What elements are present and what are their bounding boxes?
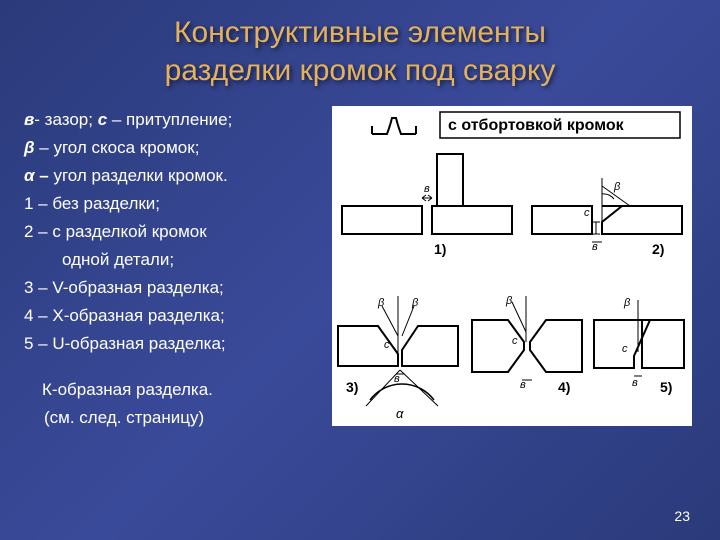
def-1d: – притупление; [107, 110, 232, 129]
slide-title: Конструктивные элементы разделки кромок … [0, 0, 720, 90]
svg-text:3): 3) [346, 379, 358, 395]
svg-text:2): 2) [652, 241, 664, 257]
def-1b: - зазор; [34, 110, 97, 129]
svg-text:в: в [424, 183, 430, 195]
item-5: 5 – U-образная разделка; [24, 330, 324, 358]
item-1: 1 – без разделки; [24, 190, 324, 218]
def-line-2: β – угол скоса кромок; [24, 134, 324, 162]
definitions-column: в- зазор; с – притупление; β – угол скос… [24, 106, 324, 432]
symbol-beta: β [24, 138, 35, 157]
slide-body: в- зазор; с – притупление; β – угол скос… [0, 90, 720, 432]
item-2: 2 – с разделкой кромок [24, 218, 324, 246]
figure-panel: с отбортовкой кромок в [332, 106, 692, 426]
title-line-1: Конструктивные элементы [174, 16, 546, 49]
svg-text:в: в [520, 379, 526, 391]
item-2b: одной детали; [24, 246, 324, 274]
item-3: 3 – V-образная разделка; [24, 274, 324, 302]
svg-text:β: β [613, 181, 621, 193]
slide: Конструктивные элементы разделки кромок … [0, 0, 720, 540]
symbol-c: с [98, 110, 107, 129]
see-next: (см. след. страницу) [24, 404, 324, 432]
symbol-alpha: α – [24, 166, 49, 185]
groove-diagrams: с отбортовкой кромок в [332, 106, 692, 426]
svg-text:4): 4) [558, 379, 570, 395]
svg-text:в: в [632, 377, 638, 389]
def-3b: угол разделки кромок. [49, 166, 228, 185]
page-number: 23 [674, 508, 690, 524]
header-text: с отбортовкой кромок [448, 117, 625, 134]
item-k: К-образная разделка. [24, 376, 324, 404]
svg-text:β: β [411, 297, 419, 309]
svg-text:1): 1) [434, 241, 446, 257]
svg-text:с: с [584, 207, 590, 219]
def-line-3: α – угол разделки кромок. [24, 162, 324, 190]
svg-text:с: с [622, 343, 628, 355]
svg-text:β: β [377, 297, 385, 309]
svg-text:с: с [512, 335, 518, 347]
svg-text:α: α [396, 406, 404, 421]
svg-text:5): 5) [660, 379, 672, 395]
svg-text:β: β [505, 295, 513, 307]
item-4: 4 – Х-образная разделка; [24, 302, 324, 330]
title-line-2: разделки кромок под сварку [165, 54, 556, 87]
svg-text:в: в [592, 241, 598, 253]
svg-text:β: β [623, 297, 631, 309]
svg-text:с: с [384, 339, 390, 351]
def-2b: – угол скоса кромок; [35, 138, 200, 157]
def-line-1: в- зазор; с – притупление; [24, 106, 324, 134]
symbol-v: в [24, 110, 34, 129]
